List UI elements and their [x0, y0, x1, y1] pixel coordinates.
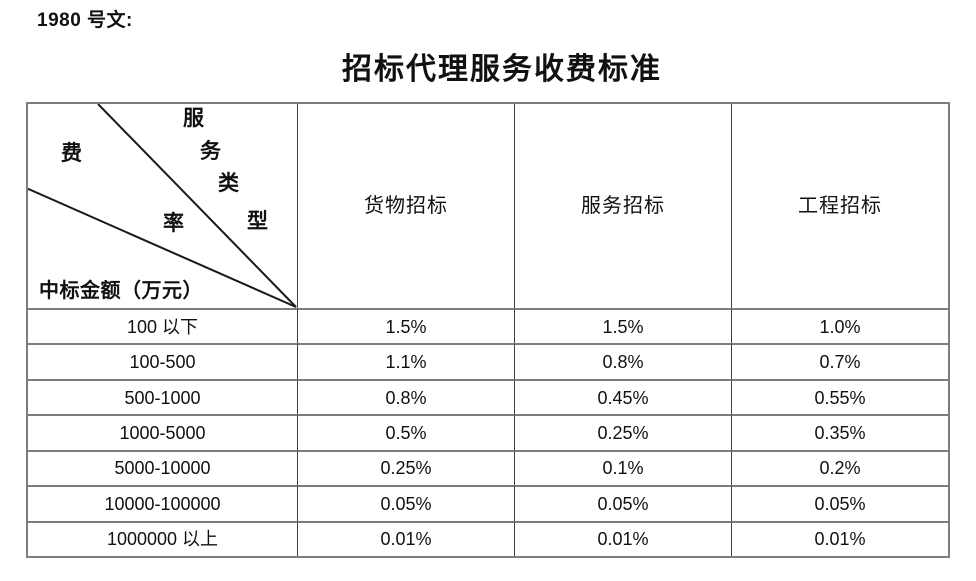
axis-char-service-1: 服 — [183, 106, 204, 130]
table-cell: 0.5% — [297, 414, 514, 450]
table-cell: 0.45% — [514, 378, 731, 415]
table-cell: 0.7% — [731, 343, 948, 379]
column-header-goods: 货物招标 — [297, 104, 514, 308]
row-axis-label: 中标金额（万元） — [39, 280, 203, 302]
table-cell: 1.0% — [731, 308, 948, 344]
axis-char-service-4: 型 — [247, 209, 268, 233]
row-label: 100-500 — [28, 343, 297, 378]
row-label: 5000-10000 — [28, 449, 297, 485]
axis-char-rate-2: 率 — [163, 211, 184, 235]
table-cell: 0.35% — [731, 414, 948, 450]
table-cell: 0.01% — [514, 520, 731, 556]
row-label: 100 以下 — [28, 308, 297, 343]
row-label: 1000000 以上 — [28, 520, 297, 556]
table-cell: 0.01% — [297, 520, 514, 556]
table-cell: 1.5% — [297, 308, 514, 344]
column-header-engineering: 工程招标 — [731, 104, 948, 308]
page-title: 招标代理服务收费标准 — [342, 53, 662, 86]
table-cell: 0.01% — [731, 520, 948, 556]
axis-char-service-2: 务 — [200, 139, 221, 163]
doc-number-label: 1980 号文: — [37, 10, 133, 31]
table-cell: 0.05% — [297, 485, 514, 521]
table-cell: 0.8% — [514, 343, 731, 379]
row-label: 1000-5000 — [28, 414, 297, 449]
axis-char-service-3: 类 — [218, 171, 239, 195]
table-cell: 0.05% — [514, 485, 731, 521]
table-cell: 1.1% — [297, 343, 514, 379]
table-cell: 0.1% — [514, 449, 731, 486]
table-cell: 0.55% — [731, 378, 948, 415]
fee-standard-table: 服 务 类 型 费 率 中标金额（万元） 货物招标 服务招标 工程招标 100 … — [26, 102, 950, 558]
table-cell: 0.25% — [297, 449, 514, 486]
table-cell: 0.8% — [297, 378, 514, 415]
diagonal-lines — [28, 104, 297, 308]
table-cell: 0.05% — [731, 485, 948, 521]
row-label: 500-1000 — [28, 378, 297, 414]
table-cell: 0.25% — [514, 414, 731, 450]
diagonal-header-cell: 服 务 类 型 费 率 中标金额（万元） — [28, 104, 297, 308]
row-label: 10000-100000 — [28, 485, 297, 520]
table-cell: 1.5% — [514, 308, 731, 344]
axis-char-rate-1: 费 — [61, 141, 82, 165]
column-header-service: 服务招标 — [514, 104, 731, 308]
table-cell: 0.2% — [731, 449, 948, 486]
